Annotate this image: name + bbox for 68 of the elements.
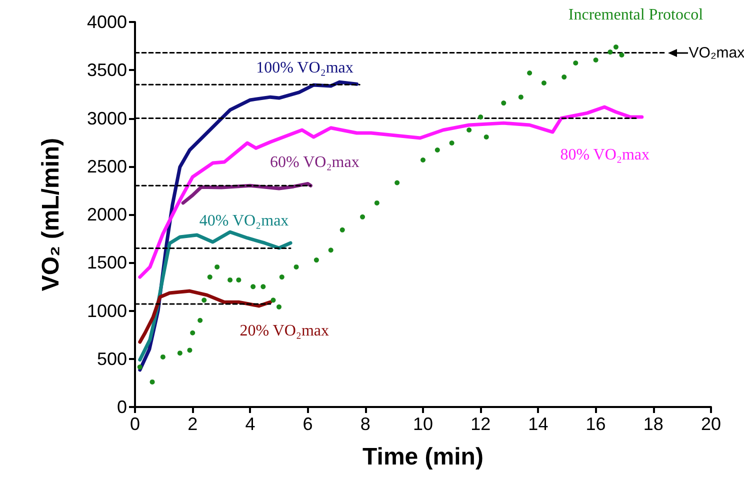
point (518, 94, 524, 100)
x-tick-label: 14 (528, 414, 548, 434)
y-tick-label: 3500 (86, 60, 127, 80)
point (250, 284, 256, 290)
point (294, 264, 299, 270)
x-tick-label: 12 (470, 414, 491, 434)
point (177, 350, 182, 356)
point (260, 284, 266, 290)
point (270, 298, 276, 303)
point (279, 274, 284, 280)
x-tick-label: 18 (643, 414, 664, 434)
x-tick-label: 6 (302, 414, 313, 434)
point (527, 70, 532, 76)
point (420, 158, 426, 163)
point (374, 200, 380, 206)
point (314, 258, 319, 263)
point (449, 140, 454, 146)
y-tick-label: 3000 (86, 108, 127, 128)
series-label: 80% VO₂max (560, 146, 650, 164)
point (593, 58, 598, 63)
point (541, 80, 546, 86)
x-tick-label: 20 (700, 414, 722, 434)
y-tick-label: 1000 (86, 300, 127, 321)
point (236, 277, 242, 282)
point (340, 227, 345, 232)
x-tick-label: 10 (412, 414, 434, 434)
point (484, 134, 489, 140)
point (190, 330, 196, 336)
y-tick-label: 2000 (86, 204, 127, 224)
point (562, 74, 567, 80)
point (187, 348, 192, 353)
point (214, 264, 220, 270)
point (573, 60, 578, 66)
point (198, 318, 203, 323)
series-label: 60% VO₂max (270, 154, 360, 172)
y-tick-label: 4000 (86, 12, 127, 32)
series-label: 100% VO₂max (256, 60, 354, 77)
point (276, 304, 282, 310)
point (619, 52, 624, 58)
point (613, 44, 618, 50)
point (202, 298, 207, 303)
y-tick-label: 500 (96, 348, 127, 369)
y-tick-label: 2500 (86, 156, 127, 176)
x-tick-label: 4 (245, 414, 256, 434)
y-axis-title: VO₂ (mL/min) (38, 138, 64, 292)
point (207, 274, 212, 280)
point (608, 50, 613, 55)
point (434, 148, 440, 153)
point (501, 100, 506, 106)
point (328, 248, 334, 253)
point (394, 180, 400, 186)
x-tick-label: 16 (586, 414, 606, 434)
y-tick-label: 0 (116, 397, 127, 417)
x-tick-label: 2 (188, 414, 198, 434)
point (160, 354, 166, 360)
x-tick-label: 0 (130, 414, 140, 434)
point (150, 379, 155, 384)
x-tick-label: 8 (360, 414, 370, 434)
point (228, 277, 233, 282)
point (137, 364, 142, 370)
series-label: 20% VO₂max (240, 322, 329, 340)
x-axis-title: Time (min) (362, 444, 484, 470)
point (466, 127, 472, 132)
point (478, 114, 484, 120)
point (360, 214, 366, 220)
text: Incremental Protocol (568, 6, 704, 24)
series-label: 40% VO₂max (199, 212, 289, 230)
y-tick-label: 1500 (86, 252, 127, 273)
